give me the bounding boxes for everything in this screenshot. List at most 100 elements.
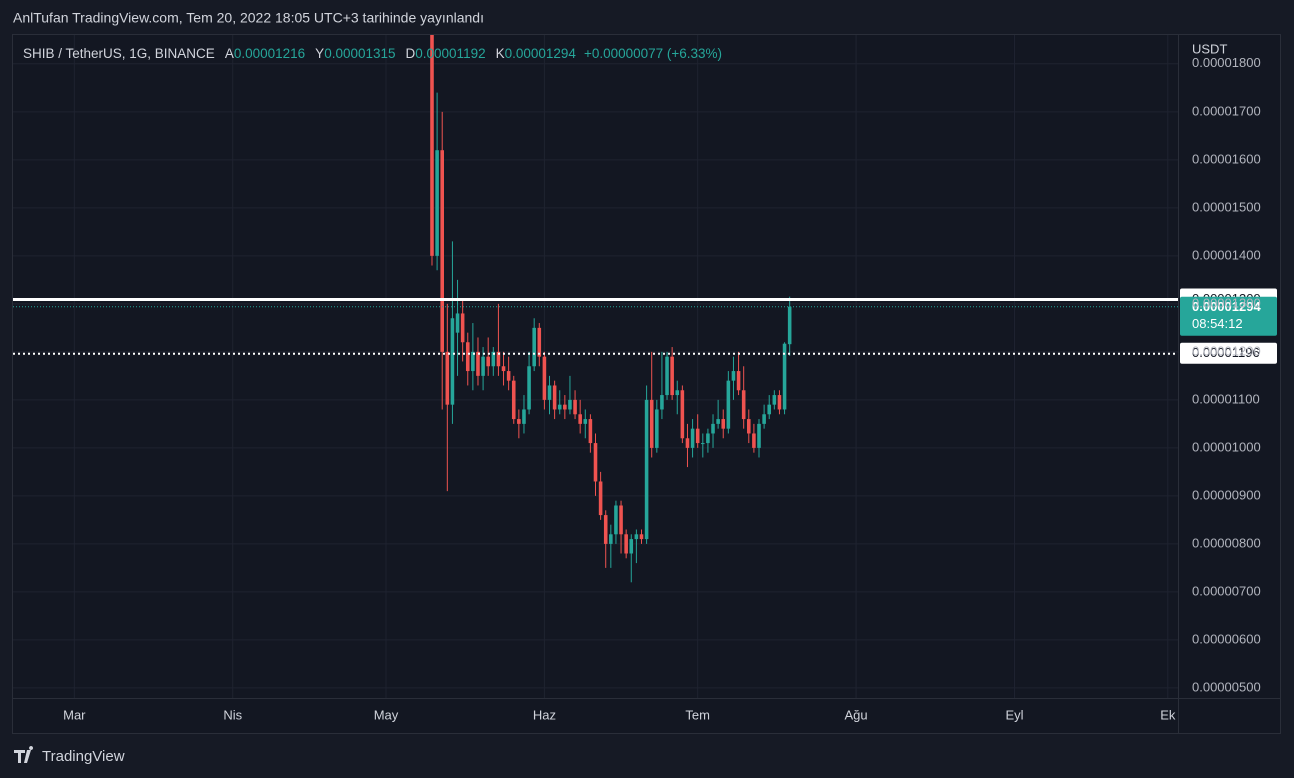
candle-body bbox=[609, 534, 613, 544]
legend-key: Y bbox=[315, 46, 324, 61]
candle-body bbox=[465, 342, 470, 372]
candle-body bbox=[747, 419, 751, 434]
logo-text: TradingView bbox=[42, 748, 125, 765]
y-tick-label: 0.00000600 bbox=[1192, 631, 1261, 646]
candle-body bbox=[614, 505, 618, 535]
candle-body bbox=[721, 419, 726, 429]
x-tick-label: May bbox=[374, 707, 399, 722]
legend-key: D bbox=[406, 46, 416, 61]
legend-key: K bbox=[496, 46, 505, 61]
candle-body bbox=[619, 505, 623, 535]
candle-body bbox=[501, 366, 506, 372]
y-tick-label: 0.00001600 bbox=[1192, 151, 1261, 166]
candle-body bbox=[527, 366, 531, 410]
candle-body bbox=[644, 399, 649, 540]
last-price-box bbox=[1180, 296, 1277, 336]
price-line-label: 0.00001196 bbox=[1192, 345, 1260, 360]
candle-body bbox=[736, 371, 741, 391]
candle-body bbox=[547, 385, 552, 400]
candle-body bbox=[629, 539, 634, 554]
legend: SHIB / TetherUS, 1G, BINANCE A0.00001216 Y… bbox=[23, 46, 722, 61]
y-tick-label: 0.00000500 bbox=[1192, 679, 1261, 694]
x-tick-label: Ağu bbox=[845, 707, 868, 722]
legend-symbol: SHIB / TetherUS, 1G, BINANCE bbox=[23, 46, 215, 61]
legend-value: 0.00001192 bbox=[415, 46, 485, 61]
candle-body bbox=[777, 395, 782, 410]
candle-body bbox=[726, 380, 731, 429]
candle-body bbox=[690, 428, 695, 448]
x-tick-label: Mar bbox=[63, 707, 86, 722]
y-tick-label: 0.00000800 bbox=[1192, 535, 1261, 550]
candle-body bbox=[532, 327, 536, 367]
candle-body bbox=[670, 356, 674, 396]
candle-body bbox=[757, 423, 761, 448]
candle-body bbox=[522, 409, 526, 424]
candle-body bbox=[762, 414, 766, 424]
legend-value: 0.00001294 bbox=[505, 46, 577, 61]
x-tick-label: Nis bbox=[223, 707, 242, 722]
axis-unit: USDT bbox=[1192, 41, 1227, 56]
candle-body bbox=[517, 419, 521, 424]
candle-body bbox=[665, 356, 669, 396]
candle-body bbox=[563, 404, 567, 410]
candle-body bbox=[557, 404, 562, 410]
candle-body bbox=[552, 385, 557, 410]
y-tick-label: 0.00000900 bbox=[1192, 487, 1261, 502]
y-tick-label: 0.00001400 bbox=[1192, 247, 1261, 262]
candle-body bbox=[481, 356, 485, 376]
candle-body bbox=[511, 380, 516, 420]
candle-body bbox=[583, 419, 588, 424]
candle-body bbox=[731, 371, 736, 381]
candle-body bbox=[435, 150, 439, 256]
legend-value: 0.00001315 bbox=[324, 46, 395, 61]
candle-body bbox=[675, 390, 680, 396]
candle-body bbox=[695, 428, 700, 444]
candle-body bbox=[649, 399, 654, 448]
x-tick-label: Haz bbox=[533, 707, 556, 722]
legend-change: +0.00000077 (+6.33%) bbox=[584, 46, 722, 61]
y-tick-label: 0.00001100 bbox=[1192, 391, 1260, 406]
x-tick-label: Ek bbox=[1160, 707, 1176, 722]
candle-body bbox=[680, 390, 685, 439]
candle-body bbox=[634, 534, 639, 540]
candle-body bbox=[450, 318, 455, 405]
candle-body bbox=[685, 438, 690, 448]
candle-body bbox=[486, 356, 490, 367]
footer-logo: TradingView bbox=[14, 746, 125, 765]
candle-body bbox=[593, 443, 598, 482]
candle-body bbox=[588, 419, 593, 444]
y-tick-label: 0.00001500 bbox=[1192, 199, 1261, 214]
legend-key: A bbox=[225, 46, 234, 61]
candle-body bbox=[573, 399, 577, 415]
candle-body bbox=[741, 390, 746, 420]
candle-body bbox=[660, 395, 664, 410]
candle-body bbox=[711, 423, 715, 434]
y-tick-label: 0.00000700 bbox=[1192, 583, 1261, 598]
candle-body bbox=[624, 534, 628, 554]
candle-body bbox=[476, 351, 480, 376]
candle-body bbox=[603, 515, 608, 544]
candle-body bbox=[598, 481, 603, 516]
y-tick-label: 0.00001300 bbox=[1192, 295, 1261, 310]
chart-frame bbox=[12, 34, 1281, 734]
candle-body bbox=[542, 356, 547, 400]
candle-body bbox=[506, 371, 511, 381]
candle-body bbox=[639, 534, 644, 540]
candle-body bbox=[706, 433, 710, 444]
price-line-label-box bbox=[1180, 342, 1277, 364]
legend-value: 0.00001216 bbox=[234, 46, 305, 61]
candle-body bbox=[767, 404, 772, 415]
candle-body bbox=[537, 327, 542, 357]
candle-body bbox=[430, 35, 434, 256]
publish-header: AnlTufan TradingView.com, Tem 20, 2022 1… bbox=[13, 10, 484, 26]
candle-body bbox=[772, 395, 777, 405]
x-tick-label: Eyl bbox=[1005, 707, 1023, 722]
candle-body bbox=[445, 351, 450, 405]
y-tick-label: 0.00001700 bbox=[1192, 103, 1261, 118]
candle-body bbox=[716, 419, 720, 424]
candle-body bbox=[782, 343, 787, 410]
candle-body bbox=[578, 414, 582, 424]
candle-body bbox=[496, 351, 501, 367]
candle-body bbox=[787, 306, 792, 345]
